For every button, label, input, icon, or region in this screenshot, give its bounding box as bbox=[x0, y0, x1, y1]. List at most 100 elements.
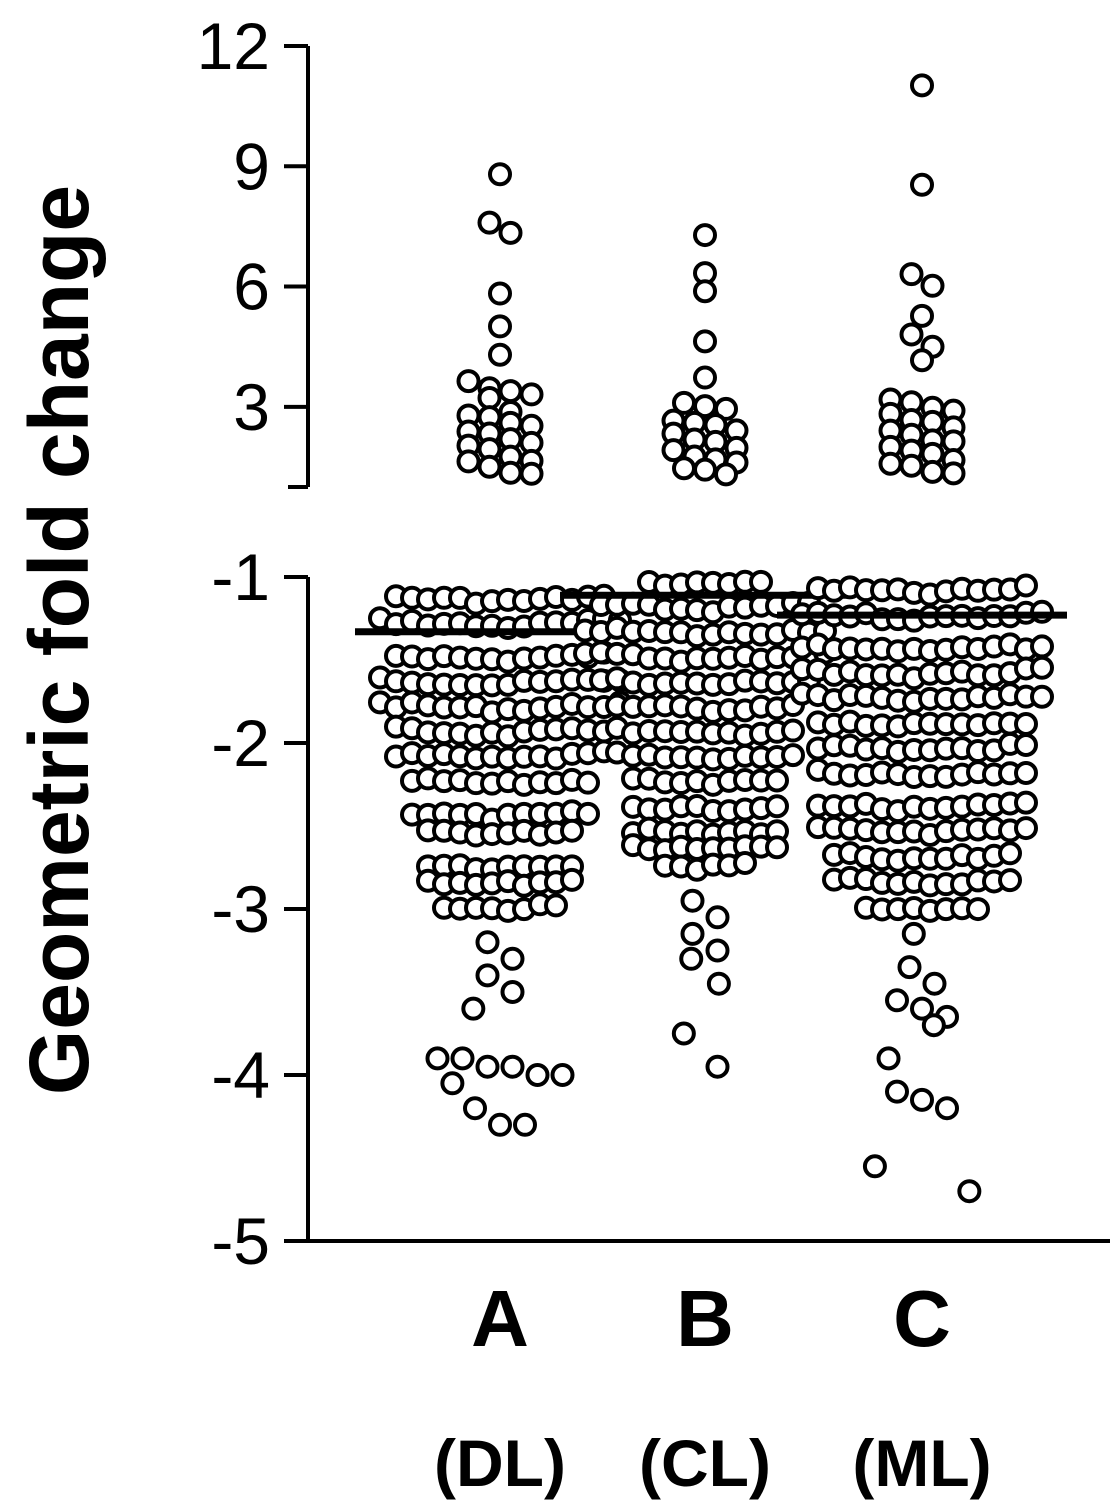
data-point bbox=[680, 888, 705, 913]
data-point bbox=[488, 1112, 512, 1137]
data-point bbox=[920, 459, 945, 484]
y-tick-label: -4 bbox=[211, 1038, 270, 1112]
data-point bbox=[885, 988, 909, 1013]
data-point bbox=[461, 996, 486, 1021]
data-point bbox=[560, 818, 584, 843]
data-point bbox=[897, 955, 922, 980]
data-point bbox=[672, 456, 696, 481]
data-point bbox=[488, 162, 512, 187]
data-point bbox=[550, 1063, 575, 1087]
data-point bbox=[440, 1071, 465, 1096]
data-point bbox=[1014, 761, 1038, 786]
data-point bbox=[456, 369, 481, 394]
data-point bbox=[957, 1179, 982, 1204]
data-point bbox=[781, 743, 805, 768]
data-point bbox=[576, 770, 600, 795]
data-point bbox=[519, 382, 544, 407]
data-point bbox=[498, 220, 523, 245]
x-category-sublabel: (ML) bbox=[852, 1426, 991, 1500]
data-point bbox=[671, 1021, 696, 1046]
data-point bbox=[966, 897, 990, 922]
data-point bbox=[705, 938, 730, 963]
data-point bbox=[1014, 712, 1038, 737]
data-point bbox=[1014, 816, 1038, 841]
y-tick-label: 12 bbox=[197, 9, 270, 83]
data-point bbox=[1030, 684, 1054, 709]
data-point bbox=[899, 262, 924, 287]
data-point bbox=[1014, 732, 1038, 757]
data-point bbox=[899, 322, 924, 347]
data-point bbox=[1014, 573, 1038, 598]
data-point bbox=[910, 172, 934, 197]
data-point bbox=[693, 223, 717, 248]
y-tick-label: 3 bbox=[233, 370, 270, 444]
data-point bbox=[693, 365, 717, 390]
data-point bbox=[714, 396, 738, 421]
data-point bbox=[910, 996, 934, 1021]
data-point bbox=[765, 835, 789, 860]
data-point bbox=[693, 457, 717, 482]
data-point bbox=[500, 946, 525, 971]
data-point bbox=[899, 453, 924, 478]
data-point bbox=[765, 794, 789, 819]
data-point bbox=[488, 314, 512, 339]
data-point bbox=[876, 1046, 901, 1071]
data-point bbox=[935, 1096, 959, 1121]
x-category-label: C bbox=[893, 1274, 951, 1363]
x-category-sublabel: (CL) bbox=[639, 1426, 771, 1500]
data-point bbox=[477, 454, 502, 479]
data-point bbox=[910, 1087, 934, 1112]
data-point bbox=[706, 971, 731, 996]
y-tick-label: -2 bbox=[211, 706, 270, 780]
data-point bbox=[463, 1096, 487, 1121]
data-point bbox=[920, 273, 945, 298]
data-point bbox=[781, 718, 805, 743]
data-point bbox=[513, 1112, 537, 1137]
data-point bbox=[488, 281, 512, 306]
y-tick-label: 9 bbox=[233, 129, 270, 203]
data-point bbox=[765, 768, 789, 793]
x-category-label: A bbox=[471, 1274, 529, 1363]
data-point bbox=[885, 1079, 909, 1104]
data-point bbox=[705, 1054, 730, 1079]
data-point bbox=[693, 329, 717, 354]
data-point bbox=[862, 1154, 887, 1179]
data-point bbox=[475, 930, 500, 955]
data-point bbox=[998, 841, 1022, 866]
data-point bbox=[878, 451, 903, 476]
data-point bbox=[475, 1054, 500, 1079]
data-point bbox=[693, 279, 717, 304]
data-point bbox=[922, 971, 947, 996]
data-point bbox=[1030, 655, 1054, 680]
data-point bbox=[576, 801, 600, 826]
y-tick-label: -3 bbox=[211, 872, 270, 946]
data-point bbox=[661, 438, 686, 463]
data-point bbox=[910, 303, 934, 328]
data-point bbox=[500, 980, 525, 1004]
data-point bbox=[705, 905, 730, 930]
data-point bbox=[714, 462, 738, 487]
data-point bbox=[500, 1054, 525, 1079]
y-tick-label: -5 bbox=[211, 1204, 270, 1278]
data-point bbox=[910, 348, 934, 373]
data-point bbox=[560, 867, 584, 892]
data-point bbox=[475, 963, 500, 988]
data-point bbox=[477, 210, 502, 235]
data-point bbox=[733, 850, 757, 875]
data-point bbox=[488, 342, 512, 367]
data-point bbox=[525, 1063, 550, 1087]
data-point bbox=[921, 1013, 946, 1038]
x-category-sublabel: (DL) bbox=[434, 1426, 566, 1500]
data-point bbox=[1014, 790, 1038, 815]
data-point bbox=[680, 921, 705, 946]
data-point bbox=[477, 385, 502, 410]
x-category-label: B bbox=[676, 1274, 734, 1363]
y-axis-title: Geometric fold change bbox=[12, 185, 106, 1095]
y-tick-label: 6 bbox=[233, 250, 270, 324]
data-point bbox=[519, 461, 544, 486]
data-point bbox=[901, 921, 926, 946]
data-point bbox=[425, 1046, 450, 1071]
data-point bbox=[498, 379, 523, 404]
data-point bbox=[749, 569, 773, 594]
